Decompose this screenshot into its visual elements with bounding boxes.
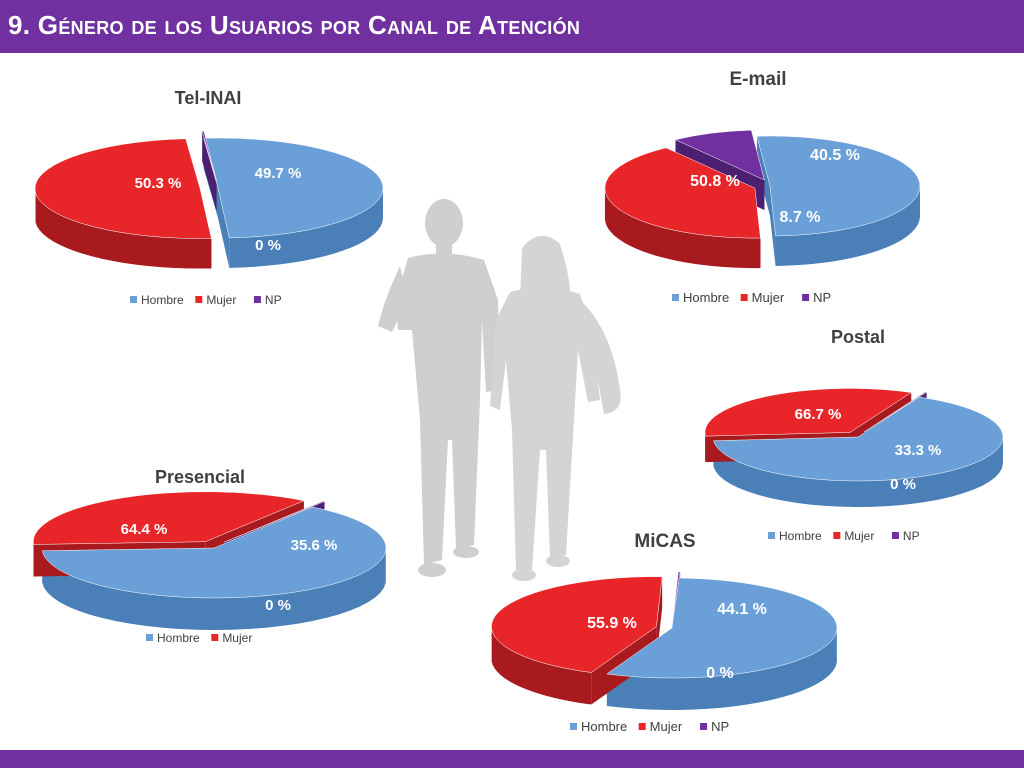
- chart-e-mail: E-mail 50.8 % 40.5 % 8.7 % Hombre Mujer NP: [604, 69, 921, 305]
- legend-entry: Hombre: [683, 290, 729, 305]
- data-label: 0 %: [265, 597, 291, 614]
- pie-slice: [604, 147, 761, 239]
- legend-entry: NP: [265, 293, 282, 307]
- legend-entry: Mujer: [844, 529, 874, 543]
- legend-entry: NP: [711, 719, 729, 734]
- pie-slice: [863, 391, 928, 433]
- chart-presencial: Presencial 64.4 % 35.6 % 0 % Hombre Mujer: [33, 467, 387, 645]
- chart-title: Tel-INAI: [175, 88, 242, 108]
- chart-legend: Hombre Mujer NP: [130, 293, 282, 307]
- page-title: 9. Género de los Usuarios por Canal de A…: [8, 10, 581, 40]
- chart-legend: Hombre Mujer NP: [672, 290, 831, 305]
- legend-swatch: [740, 294, 748, 301]
- legend-entry: Hombre: [779, 529, 822, 543]
- legend-swatch: [672, 294, 679, 301]
- pie-slice: [491, 576, 663, 673]
- legend-swatch: [638, 723, 646, 730]
- legend-swatch: [253, 296, 261, 303]
- chart-title: Postal: [831, 327, 885, 347]
- chart-title: MiCAS: [634, 531, 695, 552]
- legend-entry: Hombre: [157, 631, 200, 645]
- data-label: 0 %: [255, 237, 281, 254]
- pie-slice: [33, 491, 305, 545]
- legend-entry: NP: [813, 290, 831, 305]
- pie-slice: [704, 388, 912, 437]
- data-label: 50.8 %: [690, 173, 740, 190]
- legend-entry: Mujer: [752, 290, 785, 305]
- pie-slice: [34, 138, 212, 239]
- pie-slice: [713, 396, 1004, 482]
- legend-entry: Mujer: [222, 631, 252, 645]
- pie-slice: [224, 500, 326, 543]
- legend-swatch: [768, 532, 775, 539]
- chart-title: Presencial: [155, 467, 245, 487]
- chart-micas: MiCAS 55.9 % 44.1 % 0 % Hombre Mujer NP: [491, 531, 838, 734]
- legend-swatch: [146, 634, 153, 641]
- data-label: 0 %: [890, 476, 916, 493]
- data-label: 44.1 %: [717, 601, 767, 618]
- legend-entry: Mujer: [650, 719, 683, 734]
- footer-bar: [0, 750, 1024, 768]
- legend-swatch: [130, 296, 137, 303]
- legend-swatch: [802, 294, 810, 301]
- chart-legend: Hombre Mujer NP: [768, 529, 920, 543]
- legend-swatch: [891, 532, 899, 539]
- legend-entry: Mujer: [206, 293, 236, 307]
- pie-slice: [41, 506, 387, 599]
- chart-tel-inai: Tel-INAI 50.3 % 49.7 % 0 % Hombre Mujer NP: [34, 88, 384, 307]
- people-silhouette-icon: [378, 199, 621, 581]
- pie-slice: [674, 129, 765, 181]
- pie-slice: [672, 571, 681, 622]
- legend-swatch: [570, 723, 577, 730]
- pie-slice: [203, 137, 384, 239]
- data-label: 35.6 %: [291, 537, 338, 554]
- pie-slice: [606, 577, 838, 679]
- header-bar: 9. Género de los Usuarios por Canal de A…: [0, 0, 1024, 53]
- pie-slice: [756, 135, 921, 237]
- data-label: 55.9 %: [587, 615, 637, 632]
- legend-swatch: [195, 296, 203, 303]
- data-label: 64.4 %: [121, 521, 168, 538]
- legend-swatch: [700, 723, 708, 730]
- legend-entry: Hombre: [141, 293, 184, 307]
- data-label: 50.3 %: [135, 175, 182, 192]
- data-label: 0 %: [706, 665, 734, 682]
- legend-swatch: [833, 532, 841, 539]
- legend-entry: NP: [903, 529, 920, 543]
- data-label: 33.3 %: [895, 442, 942, 459]
- chart-legend: Hombre Mujer NP: [570, 719, 729, 734]
- data-label: 49.7 %: [255, 165, 302, 182]
- data-label: 66.7 %: [795, 406, 842, 423]
- pie-slice: [201, 130, 217, 181]
- pie-slice-side: [202, 130, 217, 211]
- data-label: 40.5 %: [810, 147, 860, 164]
- chart-title: E-mail: [729, 69, 786, 90]
- chart-postal: Postal 66.7 % 33.3 % 0 % Hombre Mujer NP: [704, 327, 1004, 543]
- legend-entry: Hombre: [581, 719, 627, 734]
- legend-swatch: [211, 634, 219, 641]
- chart-legend: Hombre Mujer: [146, 631, 252, 645]
- data-label: 8.7 %: [780, 209, 821, 226]
